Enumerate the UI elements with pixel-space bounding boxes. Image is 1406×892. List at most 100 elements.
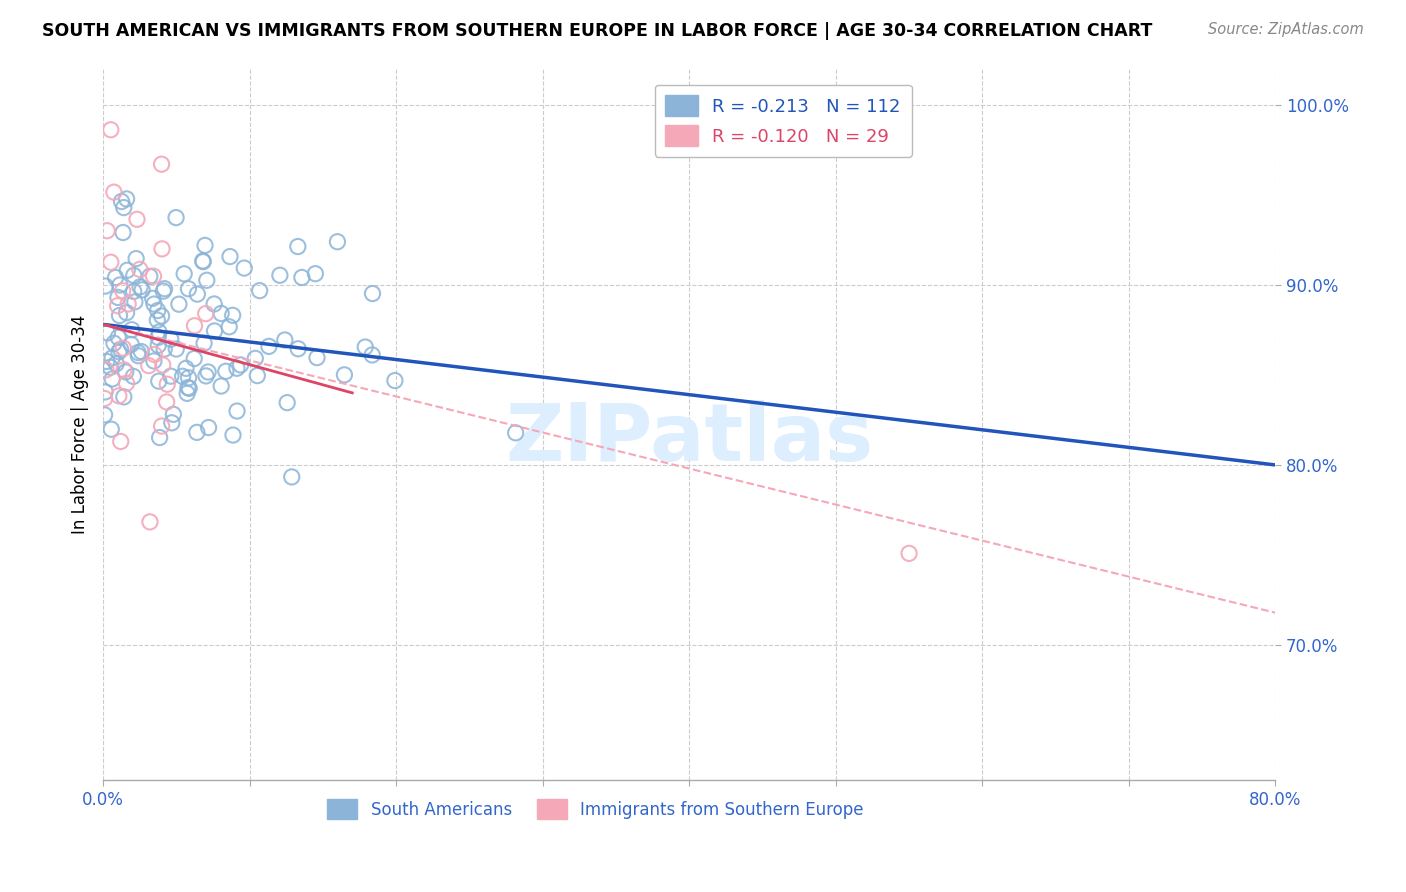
Point [120,337,142,351]
Text: Source: ZipAtlas.com: Source: ZipAtlas.com [1208,22,1364,37]
Point [148,325,170,339]
Point [202,297,225,311]
Point [233,261,256,276]
Point [165,342,187,356]
Point [304,267,326,281]
Point [177,381,200,395]
Point [103,336,125,351]
Point [197,420,219,434]
Point [105,357,128,371]
Y-axis label: In Labor Force | Age 30-34: In Labor Force | Age 30-34 [72,315,89,534]
Point [115,376,138,391]
Point [114,365,136,379]
Point [142,354,165,368]
Point [138,359,160,373]
Point [122,369,145,384]
Point [384,374,406,388]
Point [112,341,135,355]
Legend: South Americans, Immigrants from Southern Europe: South Americans, Immigrants from Souther… [321,793,870,825]
Point [153,342,176,356]
Point [333,368,356,382]
Point [127,345,149,359]
Point [153,282,176,296]
Point [326,235,349,249]
Point [269,268,291,283]
Text: ZIPatlas: ZIPatlas [505,400,873,477]
Point [361,286,384,301]
Point [172,369,194,384]
Point [100,122,122,136]
Point [139,269,162,284]
Point [110,434,132,449]
Point [150,242,173,256]
Point [177,371,200,385]
Point [167,297,190,311]
Point [197,365,219,379]
Point [125,212,148,227]
Point [219,250,242,264]
Point [122,285,145,299]
Point [160,416,183,430]
Point [291,270,314,285]
Point [131,283,153,297]
Point [100,255,122,269]
Point [129,280,152,294]
Point [162,407,184,421]
Text: SOUTH AMERICAN VS IMMIGRANTS FROM SOUTHERN EUROPE IN LABOR FORCE | AGE 30-34 COR: SOUTH AMERICAN VS IMMIGRANTS FROM SOUTHE… [42,22,1153,40]
Point [148,330,170,344]
Point [898,546,921,560]
Point [125,252,148,266]
Point [100,360,122,375]
Point [117,263,139,277]
Point [115,192,138,206]
Point [107,330,129,344]
Point [127,349,149,363]
Point [174,361,197,376]
Point [93,408,115,422]
Point [101,351,124,365]
Point [108,278,131,293]
Point [505,425,527,440]
Point [195,273,218,287]
Point [257,339,280,353]
Point [191,254,214,268]
Point [131,344,153,359]
Point [221,308,243,322]
Point [149,431,172,445]
Point [112,201,135,215]
Point [246,368,269,383]
Point [249,284,271,298]
Point [287,239,309,253]
Point [173,267,195,281]
Point [245,351,267,366]
Point [146,303,169,318]
Point [142,291,165,305]
Point [96,354,118,368]
Point [193,254,215,268]
Point [159,332,181,346]
Point [361,348,384,362]
Point [143,297,166,311]
Point [93,392,115,406]
Point [112,226,135,240]
Point [112,390,135,404]
Point [193,336,215,351]
Point [209,306,232,320]
Point [215,364,238,378]
Point [194,238,217,252]
Point [104,270,127,285]
Point [305,351,328,365]
Point [146,313,169,327]
Point [177,282,200,296]
Point [287,342,309,356]
Point [110,343,132,357]
Point [179,381,201,395]
Point [152,358,174,372]
Point [150,157,173,171]
Point [274,333,297,347]
Point [101,372,124,386]
Point [165,211,187,225]
Point [108,344,131,359]
Point [204,324,226,338]
Point [150,309,173,323]
